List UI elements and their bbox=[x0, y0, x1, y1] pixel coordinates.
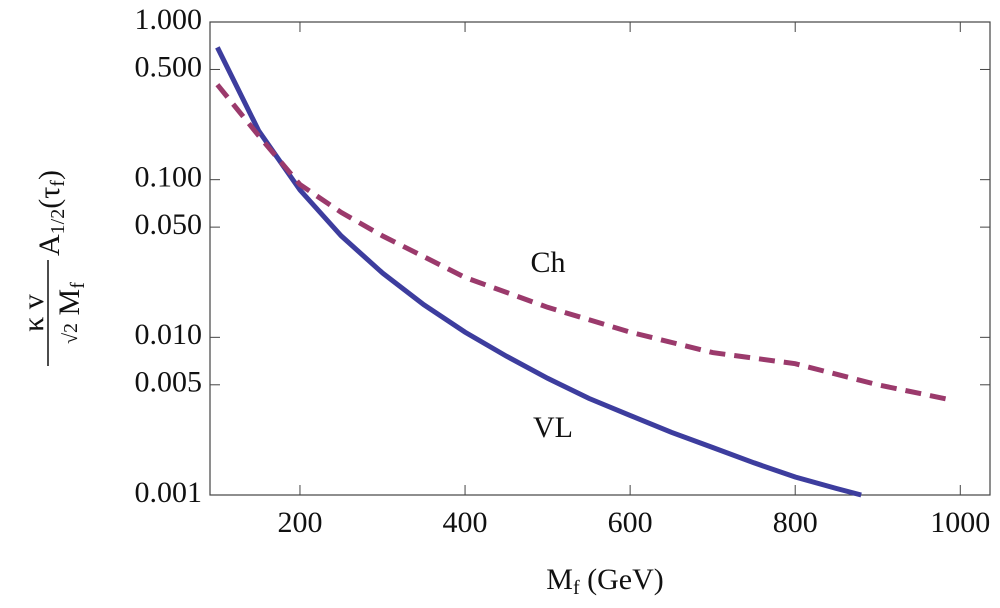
x-tick-label: 1000 bbox=[930, 506, 990, 539]
y-tick-label: 1.000 bbox=[135, 3, 203, 36]
series-label: Ch bbox=[530, 246, 565, 279]
y-tick-label: 0.001 bbox=[135, 476, 203, 509]
y-tick-label: 0.100 bbox=[135, 161, 203, 194]
x-tick-label: 200 bbox=[277, 506, 322, 539]
x-tick-label: 600 bbox=[608, 506, 653, 539]
y-tick-label: 0.005 bbox=[135, 366, 203, 399]
y-axis-label: κ v √2 Mf A1/2(τf) bbox=[17, 170, 89, 366]
y-label-factor: A1/2(τf) bbox=[33, 170, 69, 256]
y-label-numerator: κ v bbox=[17, 294, 50, 332]
series-label: VL bbox=[533, 411, 573, 444]
x-axis-label: Mf (GeV) bbox=[546, 563, 664, 599]
y-tick-label: 0.500 bbox=[135, 50, 203, 83]
y-tick-label: 0.010 bbox=[135, 318, 203, 351]
x-tick-label: 400 bbox=[443, 506, 488, 539]
series-line bbox=[215, 46, 862, 498]
series-line bbox=[215, 83, 953, 403]
x-tick-label: 800 bbox=[773, 506, 818, 539]
plot-frame bbox=[209, 21, 991, 496]
y-label-denominator: √2 Mf bbox=[53, 282, 89, 344]
y-tick-label: 0.050 bbox=[135, 208, 203, 241]
